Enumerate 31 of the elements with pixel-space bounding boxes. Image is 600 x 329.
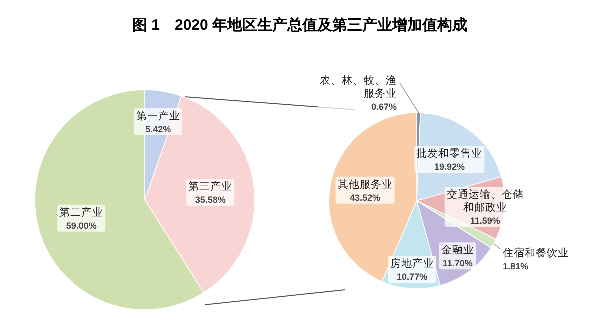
data-label: 5.42% bbox=[146, 124, 172, 134]
slice-label: 金融业 11.70% bbox=[439, 242, 476, 270]
slice-label: 其他服务业 bbox=[338, 178, 393, 191]
slice-label: 交通运输、仓储和邮政业 bbox=[446, 188, 524, 214]
data-label: 59.00% bbox=[66, 220, 97, 231]
slice-label: 第一产业 bbox=[136, 109, 180, 122]
data-label: 43.52% bbox=[350, 192, 381, 203]
slice-label: 住宿和餐饮业 bbox=[503, 246, 570, 260]
data-label: 35.58% bbox=[195, 195, 226, 206]
slice-label: 批发和零售业 19.92% bbox=[414, 146, 485, 174]
slice-label: 房地产业 10.77% bbox=[388, 256, 436, 283]
slice-label: 农、林、牧、渔服务业 bbox=[320, 74, 397, 100]
slice-label: 第三产业 35.58% bbox=[186, 179, 235, 206]
slice-label: 第一产业 5.42% bbox=[134, 108, 182, 136]
data-label: 11.70% bbox=[442, 258, 473, 269]
slice-label: 交通运输、仓储和邮政业 11.59% bbox=[444, 187, 526, 227]
slice-label: 第二产业 59.00% bbox=[58, 204, 106, 232]
slice-label: 第三产业 bbox=[188, 180, 233, 194]
slice-label: 第二产业 bbox=[60, 206, 104, 219]
data-label: 10.77% bbox=[397, 272, 428, 282]
slice-label: 其他服务业 43.52% bbox=[336, 176, 395, 204]
data-label: 1.81% bbox=[503, 261, 529, 272]
slice-label: 批发和零售业 bbox=[416, 147, 483, 160]
data-label: 0.67% bbox=[371, 102, 397, 112]
slice-label: 金融业 bbox=[441, 244, 474, 257]
text: 图 1 2020 年地区生产总值及第三产业增加值构成 bbox=[132, 17, 468, 34]
data-label: 19.92% bbox=[434, 162, 465, 172]
data-label: 11.59% bbox=[470, 216, 500, 226]
slice-label: 住宿和餐饮业 1.81% bbox=[501, 245, 572, 272]
slice-label: 农、林、牧、渔服务业 0.67% bbox=[318, 73, 399, 113]
slice-label: 房地产业 bbox=[390, 256, 434, 270]
